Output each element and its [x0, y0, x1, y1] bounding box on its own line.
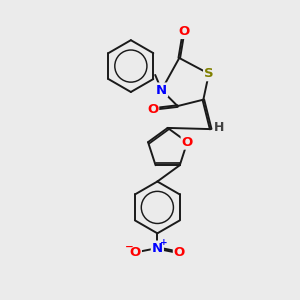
Text: H: H — [214, 121, 224, 134]
Text: −: − — [124, 242, 133, 252]
Text: O: O — [130, 246, 141, 259]
Text: S: S — [204, 67, 214, 80]
Text: N: N — [156, 83, 167, 97]
Text: +: + — [160, 238, 168, 247]
Text: O: O — [178, 25, 189, 38]
Text: O: O — [182, 136, 193, 149]
Text: O: O — [174, 246, 185, 259]
Text: N: N — [152, 242, 163, 254]
Text: O: O — [147, 103, 158, 116]
